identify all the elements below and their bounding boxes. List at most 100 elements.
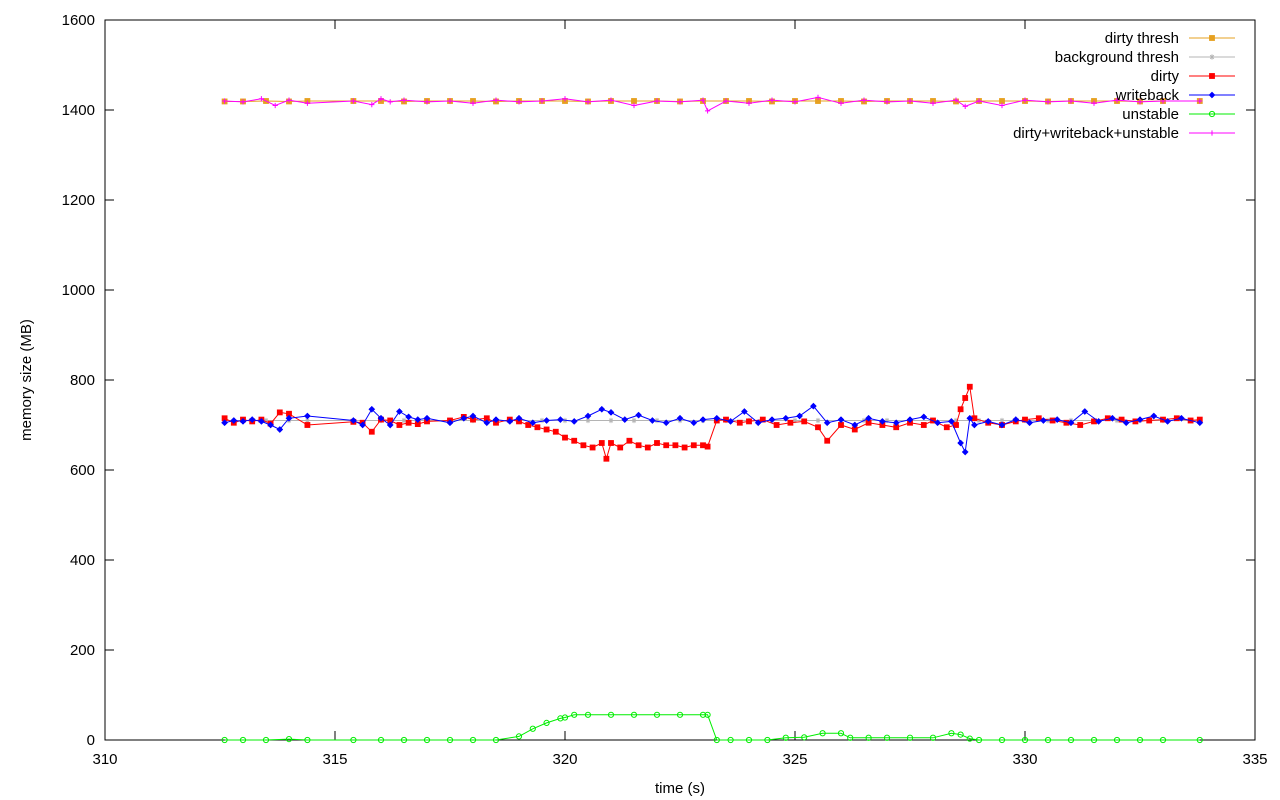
data-point-background-thresh [953,417,959,424]
data-point-background-thresh [263,417,269,424]
data-point-dirty-writeback-unstable [1114,97,1120,103]
data-point-dirty-writeback-unstable [861,97,867,103]
data-point-background-thresh [815,417,821,424]
data-point-dirty [654,440,660,446]
data-point-dirty-writeback-unstable [369,102,375,108]
data-point-dirty [815,424,821,431]
data-point-unstable [727,736,734,744]
data-point-unstable [446,736,454,744]
data-point-dirty [787,419,794,426]
data-point-background-thresh [976,417,982,424]
data-point-writeback [920,413,928,421]
data-point-dirty [943,424,950,431]
data-point-dirty-writeback-unstable [953,97,959,103]
legend-label: dirty [1151,68,1180,85]
data-point-dirty-writeback-unstable [424,99,430,105]
data-point-dirty-writeback-unstable [447,98,453,104]
data-point-writeback [584,412,592,420]
data-point-dirty-writeback-unstable [1197,98,1203,104]
data-point-dirty-writeback-unstable [562,96,568,102]
data-point-dirty [957,406,964,413]
data-point-background-thresh [884,417,890,424]
data-point-writeback [230,417,238,424]
data-point-writeback [492,416,500,424]
data-point-writeback [699,416,707,424]
legend-item-dirty-writeback-unstable: dirty+writeback+unstable [1013,125,1235,142]
data-point-dirty [704,443,711,450]
data-point-dirty [681,444,688,451]
data-point-writeback [934,419,942,427]
data-point-writeback [957,439,965,447]
data-point-unstable [998,736,1006,744]
data-point-writeback [621,416,629,424]
data-point-unstable [819,730,826,737]
data-point-dirty [635,442,642,449]
data-point-dirty [690,442,697,449]
series-writeback [221,402,1204,456]
data-point-unstable [377,736,385,744]
data-point-dirty-writeback-unstable [976,98,982,104]
data-point-writeback [1012,416,1020,424]
data-point-writeback [1136,416,1144,424]
data-point-background-thresh [1114,417,1120,424]
series-line-unstable [224,714,1200,741]
data-point-dirty [552,428,559,435]
data-point-writeback [966,414,974,422]
data-point-unstable [653,711,661,718]
data-point-dirty [773,422,780,428]
data-point-unstable [304,736,311,744]
data-point-dirty-writeback-unstable [1068,98,1074,104]
data-point-background-thresh [654,417,660,424]
data-point-dirty-writeback-unstable [631,102,637,109]
legend-marker [1209,35,1215,41]
data-point-writeback [998,421,1006,429]
y-tick-label: 1600 [62,12,95,29]
data-point-dirty-writeback-unstable [1022,97,1028,103]
data-point-writeback [740,408,748,415]
data-point-writeback [1039,417,1047,424]
data-point-dirty-writeback-unstable [470,100,476,106]
data-point-dirty-writeback-unstable [792,99,798,105]
data-point-unstable [543,719,550,727]
data-point-dirty-writeback-unstable [884,99,890,105]
data-point-writeback [851,421,859,429]
data-point-unstable [883,734,891,741]
data-point-dirty [746,418,752,425]
data-point-writeback [248,416,256,424]
data-point-unstable [865,734,872,741]
data-point-writeback [1095,417,1103,425]
data-point-unstable [713,736,720,744]
data-point-dirty-writeback-unstable [677,99,683,105]
data-point-dirty-writeback-unstable [907,98,913,104]
x-tick-label: 315 [322,751,347,768]
data-point-writeback [446,419,454,427]
data-point-unstable [745,736,753,744]
series-line-dirty [224,384,1200,461]
legend-item-background-thresh: background thresh [1055,49,1235,66]
data-point-unstable [492,736,500,744]
data-point-writeback [1108,414,1116,422]
data-point-writeback [1196,419,1204,427]
data-point-unstable [285,736,293,743]
data-point-dirty [589,444,596,451]
data-point-unstable [400,736,408,744]
x-axis-title: time (s) [655,780,705,797]
data-point-background-thresh [631,417,637,424]
data-point-background-thresh [539,417,545,424]
x-tick-label: 330 [1012,751,1037,768]
data-point-dirty-writeback-unstable [1045,99,1051,105]
series-dirty-writeback-unstable [222,94,1203,114]
data-point-dirty [824,437,831,444]
data-point-writeback [359,421,367,429]
data-point-writeback [607,408,615,416]
data-point-dirty [276,409,283,416]
data-point-dirty-writeback-unstable [1091,100,1097,106]
data-point-writeback [662,419,670,427]
legend-label: background thresh [1055,49,1179,66]
data-point-dirty-writeback-unstable [286,97,292,103]
data-point-dirty [396,422,403,428]
data-point-unstable [801,734,808,741]
data-point-writeback [1067,419,1075,427]
data-point-writeback [529,419,537,427]
